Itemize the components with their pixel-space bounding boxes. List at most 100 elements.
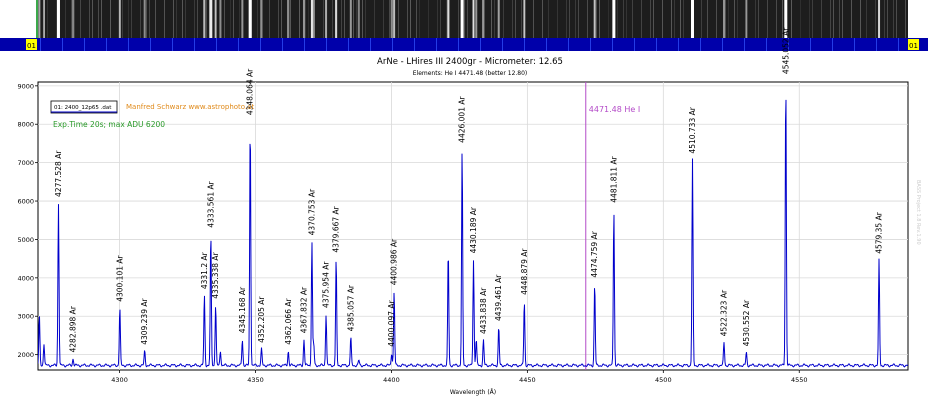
spectrum-image-strip: 01 01 [0, 0, 928, 51]
strip-faint-line [707, 0, 708, 38]
strip-faint-line [896, 0, 897, 38]
y-tick-label: 4000 [17, 274, 34, 282]
strip-faint-line [419, 0, 420, 38]
strip-faint-line [407, 0, 408, 38]
strip-faint-line [755, 0, 756, 38]
strip-emission-line [203, 0, 206, 38]
strip-faint-line [149, 0, 150, 38]
peak-label: 4300.101 Ar [115, 254, 124, 301]
strip-faint-line [374, 0, 375, 38]
strip-index-tick [568, 38, 569, 51]
strip-faint-line [446, 0, 447, 38]
strip-faint-line [578, 0, 579, 38]
strip-faint-line [110, 0, 111, 38]
peak-label: 4522.323 Ar [720, 289, 729, 336]
strip-index-tick [150, 38, 151, 51]
strip-index-tick [898, 38, 899, 51]
strip-emission-line [878, 0, 881, 38]
strip-emission-line [523, 0, 526, 38]
strip-faint-line [428, 0, 429, 38]
strip-faint-line [92, 0, 93, 38]
strip-emission-line [310, 0, 313, 38]
strip-emission-line [335, 0, 338, 38]
strip-index-tick [326, 38, 327, 51]
strip-faint-line [884, 0, 885, 38]
peak-label: 4362.066 Ar [284, 297, 293, 344]
strip-faint-line [185, 0, 186, 38]
strip-emission-line [38, 0, 41, 38]
strip-emission-line [325, 0, 328, 38]
strip-faint-line [809, 0, 810, 38]
peak-label: 4545.052 Ar [781, 27, 790, 74]
strip-index-tick [414, 38, 415, 51]
peak-label: 4277.528 Ar [54, 150, 63, 197]
strip-faint-line [353, 0, 354, 38]
strip-index-tick [546, 38, 547, 51]
strip-index-tick [40, 38, 41, 51]
strip-faint-line [566, 0, 567, 38]
y-tick-label: 7000 [17, 159, 34, 167]
strip-index-tick [392, 38, 393, 51]
x-tick-label: 4500 [655, 376, 672, 384]
x-tick-label: 4450 [519, 376, 536, 384]
y-tick-label: 2000 [17, 351, 34, 359]
peak-label: 4433.838 Ar [479, 287, 488, 334]
strip-faint-line [341, 0, 342, 38]
peak-label: 4400.097 Ar [387, 299, 396, 346]
strip-index-tick [260, 38, 261, 51]
strip-faint-line [206, 0, 207, 38]
strip-emission-line [593, 0, 596, 38]
strip-faint-line [182, 0, 183, 38]
strip-faint-line [650, 0, 651, 38]
strip-emission-line [390, 0, 393, 38]
strip-faint-line [389, 0, 390, 38]
exposure-text: Exp.Time 20s; max ADU 6200 [53, 120, 165, 129]
strip-faint-line [239, 0, 240, 38]
legend-box [50, 100, 118, 114]
strip-faint-line [839, 0, 840, 38]
y-tick-label: 3000 [17, 313, 34, 321]
strip-emission-line [447, 0, 450, 38]
strip-emission-line [143, 0, 146, 38]
strip-index-tick [766, 38, 767, 51]
strip-faint-line [89, 0, 90, 38]
strip-index-tick [634, 38, 635, 51]
x-tick-label: 4300 [111, 376, 128, 384]
strip-faint-line [812, 0, 813, 38]
strip-left-edge [36, 0, 38, 38]
strip-faint-line [653, 0, 654, 38]
strip-faint-line [365, 0, 366, 38]
peak-label: 4370.753 Ar [307, 188, 316, 235]
strip-emission-line [482, 0, 485, 38]
strip-index-tick [854, 38, 855, 51]
strip-faint-line [725, 0, 726, 38]
strip-faint-line [155, 0, 156, 38]
strip-faint-line [47, 0, 48, 38]
strip-faint-line [383, 0, 384, 38]
strip-emission-line [472, 0, 475, 38]
strip-faint-line [701, 0, 702, 38]
strip-faint-line [65, 0, 66, 38]
strip-left-tag-label: 01 [27, 42, 36, 50]
peak-label: 4379.667 Ar [332, 205, 341, 252]
strip-emission-line [56, 0, 60, 38]
chart-subtitle: Elements: He I 4471.48 (better 12.80) [413, 70, 528, 77]
strip-faint-line [641, 0, 642, 38]
strip-faint-line [194, 0, 195, 38]
strip-faint-line [140, 0, 141, 38]
strip-faint-line [437, 0, 438, 38]
strip-emission-line [72, 0, 75, 38]
peak-label: 4345.168 Ar [238, 286, 247, 333]
strip-index-tick [436, 38, 437, 51]
strip-faint-line [449, 0, 450, 38]
strip-emission-line [312, 0, 315, 38]
strip-emission-line [302, 0, 305, 38]
strip-faint-line [671, 0, 672, 38]
strip-faint-line [860, 0, 861, 38]
strip-faint-line [392, 0, 393, 38]
peak-label: 4426.001 Ar [458, 96, 467, 143]
strip-emission-line [260, 0, 263, 38]
strip-faint-line [767, 0, 768, 38]
strip-faint-line [512, 0, 513, 38]
strip-faint-line [362, 0, 363, 38]
